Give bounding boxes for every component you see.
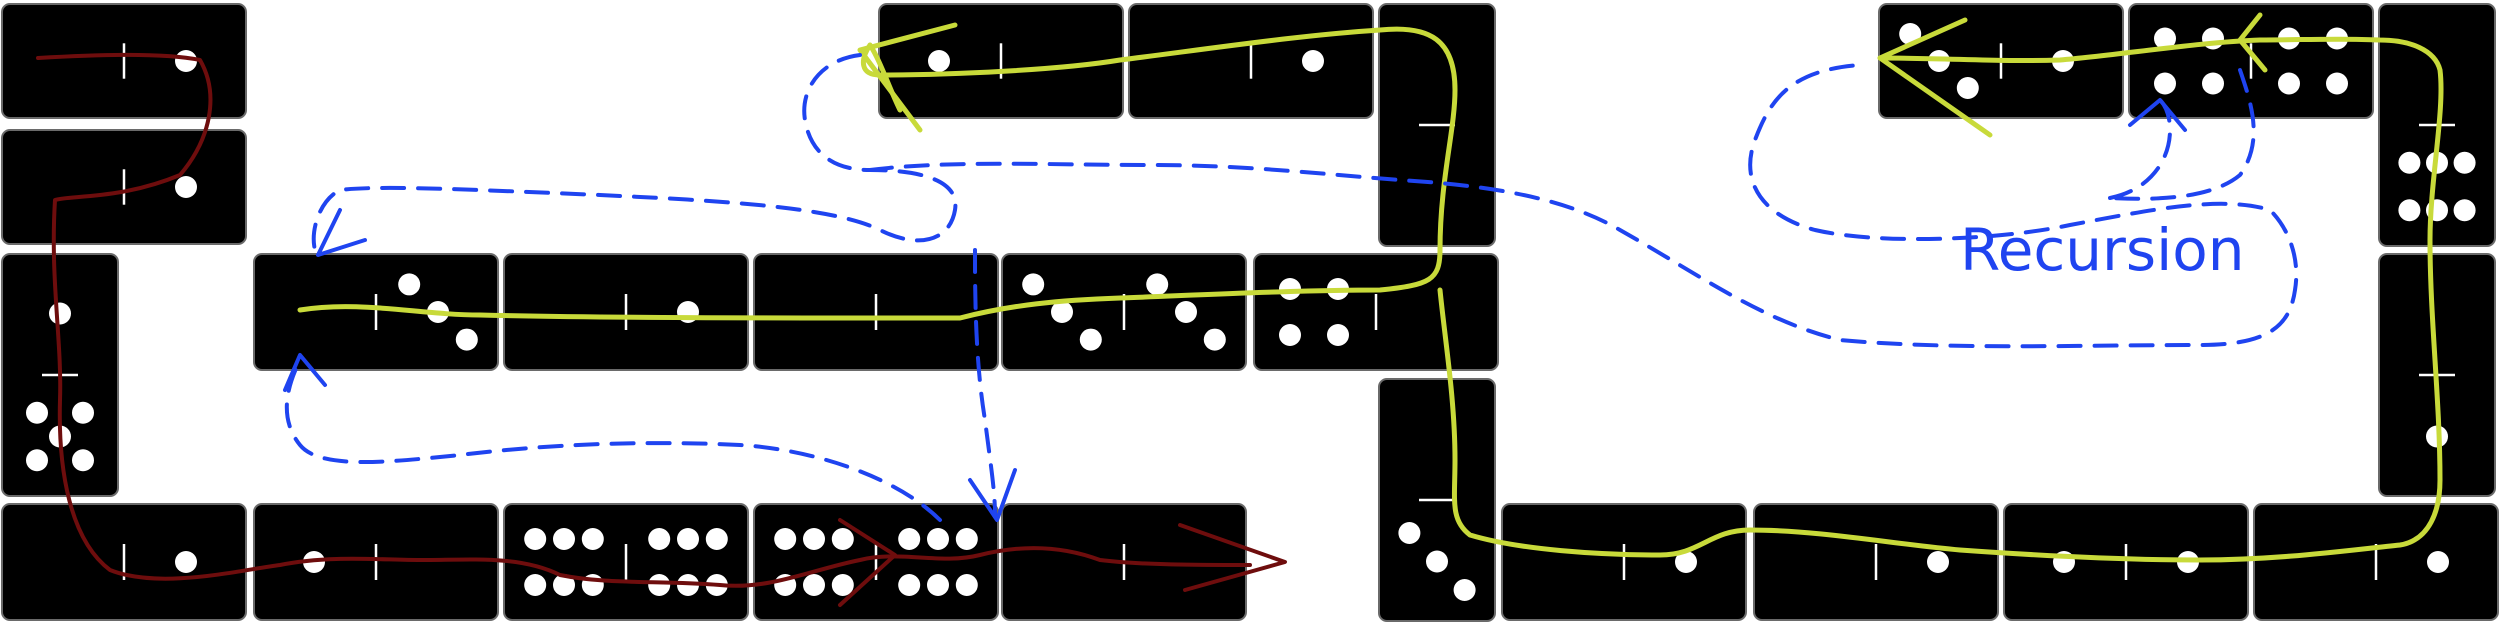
pip <box>1022 273 1045 296</box>
blue-recursion-path-1 <box>311 53 958 252</box>
domino-c4 <box>1378 378 1496 622</box>
domino-c1 <box>878 3 1124 119</box>
pip <box>955 528 978 550</box>
domino-c6 <box>1753 503 1999 621</box>
pip <box>1956 77 1979 99</box>
pip <box>26 449 48 472</box>
domino-c2 <box>1128 3 1374 119</box>
pip <box>1203 328 1226 351</box>
red-path-arrowhead-1 <box>838 518 897 607</box>
pip <box>1279 324 1301 346</box>
pip <box>1146 273 1169 296</box>
domino-a5 <box>253 503 499 621</box>
pip <box>1175 301 1197 323</box>
pip <box>803 528 825 550</box>
pip <box>648 528 671 550</box>
pip <box>26 401 48 424</box>
pip <box>2154 27 2176 50</box>
pip <box>524 528 547 550</box>
pip <box>1302 50 1324 72</box>
domino-b5 <box>1253 253 1499 371</box>
pip <box>455 328 478 351</box>
blue-arrowhead-1 <box>316 208 367 257</box>
blue-recursion-path-2 <box>973 248 997 517</box>
pip <box>72 449 94 472</box>
domino-a4 <box>1 503 247 621</box>
pip <box>581 528 604 550</box>
domino-b3 <box>753 253 999 371</box>
pip <box>49 302 71 325</box>
paths-layer: Recursion <box>36 12 2444 607</box>
pip <box>2398 199 2421 222</box>
pip <box>2427 551 2449 573</box>
pip <box>1453 579 1476 601</box>
pip <box>524 574 547 596</box>
blue-arrowhead-3 <box>283 353 327 392</box>
red-path <box>36 52 1252 588</box>
pip <box>898 528 921 550</box>
blue-recursion-path-3 <box>284 358 942 522</box>
pip <box>1327 324 1349 346</box>
pip <box>927 574 949 596</box>
pip <box>72 401 94 424</box>
blue-recursion-path-4 <box>868 63 2299 349</box>
green-path-arrowhead-right <box>1877 17 1993 138</box>
dominoes-layer <box>1 3 2499 622</box>
pip <box>1279 278 1301 300</box>
pip <box>1426 550 1448 573</box>
pip <box>1675 551 1697 573</box>
recursion-label: Recursion <box>1960 216 2244 284</box>
pip <box>553 574 575 596</box>
domino-d2 <box>2128 3 2374 119</box>
pip <box>175 176 197 198</box>
pip <box>927 528 949 550</box>
pip <box>1927 551 1949 573</box>
domino-a2 <box>1 129 247 245</box>
pip <box>2154 72 2176 95</box>
domino-b4 <box>1001 253 1247 371</box>
pip <box>831 574 854 596</box>
pip <box>677 528 699 550</box>
domino-c5 <box>1501 503 1747 621</box>
blue-arrowhead-4 <box>2128 98 2187 132</box>
domino-b1 <box>253 253 499 371</box>
pip <box>898 574 921 596</box>
pip <box>774 528 797 550</box>
pip <box>553 528 575 550</box>
pip <box>175 50 197 72</box>
pip <box>2453 199 2476 222</box>
blue-recursion-path-5 <box>2108 68 2256 201</box>
pip <box>2278 72 2300 95</box>
domino-a6 <box>503 503 749 621</box>
pip <box>705 528 728 550</box>
pip <box>2398 151 2421 174</box>
pip <box>2202 72 2224 95</box>
domino-b2 <box>503 253 749 371</box>
blue-arrowhead-2 <box>968 468 1017 522</box>
pip <box>928 50 950 72</box>
pip <box>803 574 825 596</box>
pip <box>398 273 421 296</box>
pip <box>955 574 978 596</box>
pip <box>175 551 197 573</box>
domino-c8 <box>2253 503 2499 621</box>
green-path <box>297 26 2444 563</box>
pip <box>2326 72 2348 95</box>
pip <box>831 528 854 550</box>
green-path-arrowhead-corner <box>2237 12 2268 73</box>
pip <box>2453 151 2476 174</box>
pip <box>648 574 671 596</box>
domino-a7 <box>753 503 999 621</box>
red-path-arrowhead-2 <box>1178 523 1287 592</box>
pip <box>1079 328 1102 351</box>
green-path-arrowhead-top-left <box>857 22 958 133</box>
pip <box>1051 301 1073 323</box>
pip <box>1398 522 1421 544</box>
